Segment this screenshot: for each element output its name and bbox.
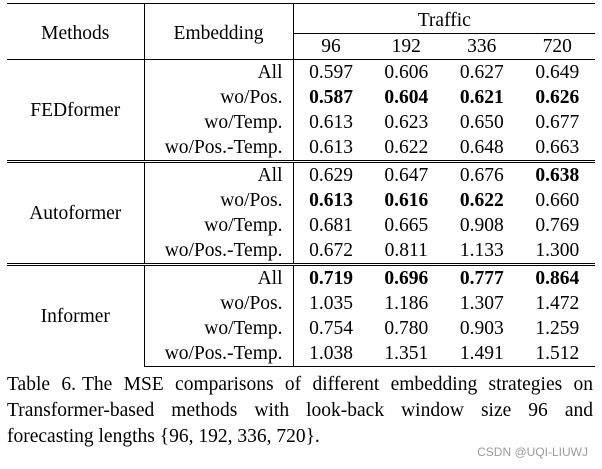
mse-value: 1.307 — [459, 293, 504, 314]
embedding-name: All — [144, 160, 294, 188]
mse-value: 1.035 — [309, 293, 353, 314]
mse-value: 0.780 — [384, 318, 429, 339]
header-row-horizons: 96 192 336 720 — [7, 34, 595, 60]
table-row: wo/Pos.-Temp. 0.672 0.811 1.133 1.300 — [7, 238, 595, 265]
mse-value: 0.908 — [459, 215, 504, 236]
mse-value: 0.719 — [293, 263, 369, 291]
table-row: Autoformer All 0.629 0.647 0.676 0.638 — [7, 160, 595, 265]
mse-value: 1.472 — [535, 293, 580, 314]
header-row-top: Methods Embedding Traffic — [7, 3, 595, 60]
mse-value: 0.676 — [444, 160, 520, 188]
table-row: wo/Pos. 0.613 0.616 0.622 0.660 — [7, 188, 595, 213]
table-row: wo/Temp. 0.681 0.665 0.908 0.769 — [7, 213, 595, 238]
results-table-container: Methods Embedding Traffic 96 192 336 720… — [7, 3, 595, 367]
mse-value: 0.622 — [384, 137, 429, 158]
mse-value: 1.351 — [368, 341, 444, 367]
method-name: FEDformer — [7, 59, 145, 162]
mse-value: 1.300 — [535, 240, 580, 261]
header-horizon: 720 — [542, 36, 572, 57]
mse-value: 0.864 — [519, 263, 595, 291]
mse-value: 0.587 — [309, 87, 353, 108]
table-row: wo/Pos.-Temp. 0.613 0.622 0.648 0.663 — [7, 135, 595, 162]
embedding-name: wo/Pos. — [144, 85, 294, 110]
caption-text: The MSE comparisons of different embeddi… — [7, 374, 594, 447]
embedding-name: wo/Pos.-Temp. — [144, 135, 294, 162]
mse-value: 0.777 — [444, 263, 520, 291]
mse-value: 0.754 — [309, 318, 353, 339]
mse-value: 0.649 — [519, 59, 595, 85]
mse-value: 0.663 — [535, 137, 580, 158]
mse-value: 1.133 — [459, 240, 504, 261]
mse-value: 0.616 — [384, 190, 429, 211]
mse-value: 0.677 — [535, 112, 580, 133]
mse-value: 0.623 — [384, 112, 429, 133]
mse-value: 0.621 — [459, 87, 504, 108]
mse-value: 0.622 — [459, 190, 504, 211]
table-row: wo/Temp. 0.613 0.623 0.650 0.677 — [7, 110, 595, 135]
embedding-name: wo/Temp. — [144, 213, 294, 238]
header-horizon: 192 — [391, 36, 421, 57]
mse-value: 0.627 — [444, 59, 520, 85]
table-row: wo/Pos. 0.587 0.604 0.621 0.626 — [7, 85, 595, 110]
mse-value: 0.696 — [368, 263, 444, 291]
embedding-name: wo/Temp. — [144, 316, 294, 341]
embedding-name: All — [144, 263, 294, 291]
mse-value: 0.903 — [459, 318, 504, 339]
mse-value: 0.613 — [309, 190, 353, 211]
caption-label: Table 6. — [7, 374, 76, 395]
mse-value: 0.811 — [384, 240, 428, 261]
mse-value: 0.606 — [368, 59, 444, 85]
table-caption: Table 6. The MSE comparisons of different… — [7, 372, 593, 450]
header-horizon: 336 — [467, 36, 497, 57]
method-name: Informer — [7, 263, 145, 367]
mse-comparison-table: Methods Embedding Traffic 96 192 336 720… — [7, 3, 595, 367]
mse-value: 1.512 — [519, 341, 595, 367]
table-row: wo/Pos.-Temp. 1.038 1.351 1.491 1.512 — [7, 341, 595, 367]
table-row: wo/Temp. 0.754 0.780 0.903 1.259 — [7, 316, 595, 341]
mse-value: 0.660 — [535, 190, 580, 211]
mse-value: 1.259 — [535, 318, 580, 339]
embedding-name: All — [144, 59, 294, 85]
header-embedding: Embedding — [144, 3, 294, 60]
mse-value: 1.491 — [444, 341, 520, 367]
embedding-name: wo/Pos. — [144, 291, 294, 316]
header-methods: Methods — [7, 3, 145, 60]
header-dataset-traffic: Traffic — [293, 3, 595, 34]
table-row: Informer All 0.719 0.696 0.777 0.864 — [7, 263, 595, 367]
mse-value: 0.681 — [309, 215, 353, 236]
mse-value: 0.665 — [384, 215, 429, 236]
mse-value: 0.626 — [535, 87, 580, 108]
watermark: CSDN @UQI-LIUWJ — [477, 445, 588, 459]
mse-value: 0.613 — [309, 137, 353, 158]
method-name: Autoformer — [7, 160, 145, 265]
mse-value: 0.638 — [519, 160, 595, 188]
mse-value: 1.038 — [293, 341, 369, 367]
mse-value: 0.769 — [535, 215, 580, 236]
embedding-name: wo/Pos.-Temp. — [144, 341, 294, 367]
embedding-name: wo/Temp. — [144, 110, 294, 135]
table-row: FEDformer All 0.597 0.606 0.627 0.649 — [7, 59, 595, 162]
mse-value: 0.629 — [293, 160, 369, 188]
mse-value: 0.648 — [459, 137, 504, 158]
mse-value: 0.650 — [459, 112, 504, 133]
mse-value: 0.597 — [293, 59, 369, 85]
table-row: wo/Pos. 1.035 1.186 1.307 1.472 — [7, 291, 595, 316]
mse-value: 0.647 — [368, 160, 444, 188]
header-horizon: 96 — [321, 36, 341, 57]
mse-value: 0.613 — [309, 112, 353, 133]
embedding-name: wo/Pos. — [144, 188, 294, 213]
mse-value: 1.186 — [384, 293, 429, 314]
mse-value: 0.604 — [384, 87, 429, 108]
mse-value: 0.672 — [309, 240, 353, 261]
embedding-name: wo/Pos.-Temp. — [144, 238, 294, 265]
